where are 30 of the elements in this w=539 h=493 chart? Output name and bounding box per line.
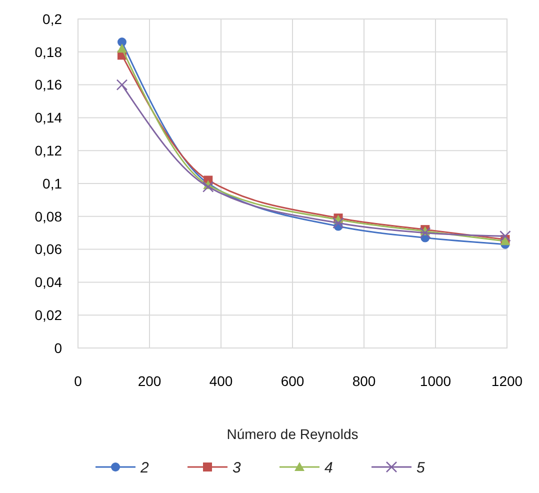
point <box>116 44 127 53</box>
y-tick-label: 0,14 <box>34 110 62 126</box>
point <box>332 217 344 229</box>
x-tick-label: 200 <box>138 373 162 389</box>
y-tick-label: 0,2 <box>42 10 62 27</box>
legend-label: 2 <box>140 459 150 476</box>
x-axis-title: Número de Reynolds <box>226 426 358 442</box>
x-tick-label: 1200 <box>491 373 523 389</box>
y-tick-label: 0,12 <box>34 142 62 158</box>
legend-label: 4 <box>324 459 333 476</box>
point <box>419 227 431 238</box>
x-tick-label: 800 <box>352 373 376 389</box>
legend-label: 3 <box>232 459 242 476</box>
y-tick-label: 0 <box>54 340 62 356</box>
y-tick-label: 0,08 <box>34 208 62 224</box>
point <box>500 230 511 242</box>
x-tick-label: 400 <box>209 373 233 389</box>
x-tick-label: 0 <box>74 373 82 389</box>
y-tick-label: 0,02 <box>34 307 62 323</box>
y-tick-label: 0,1 <box>42 175 62 192</box>
point <box>117 38 126 47</box>
y-tick-label: 0,18 <box>34 44 62 60</box>
point <box>202 181 214 192</box>
x-tick-label: 1000 <box>420 373 452 389</box>
y-tick-label: 0,16 <box>34 76 62 93</box>
point <box>116 79 128 90</box>
y-tick-label: 0,04 <box>34 274 62 290</box>
y-tick-label: 0,06 <box>34 241 62 258</box>
x-tick-label: 600 <box>280 373 304 389</box>
legend-label: 5 <box>416 459 426 476</box>
